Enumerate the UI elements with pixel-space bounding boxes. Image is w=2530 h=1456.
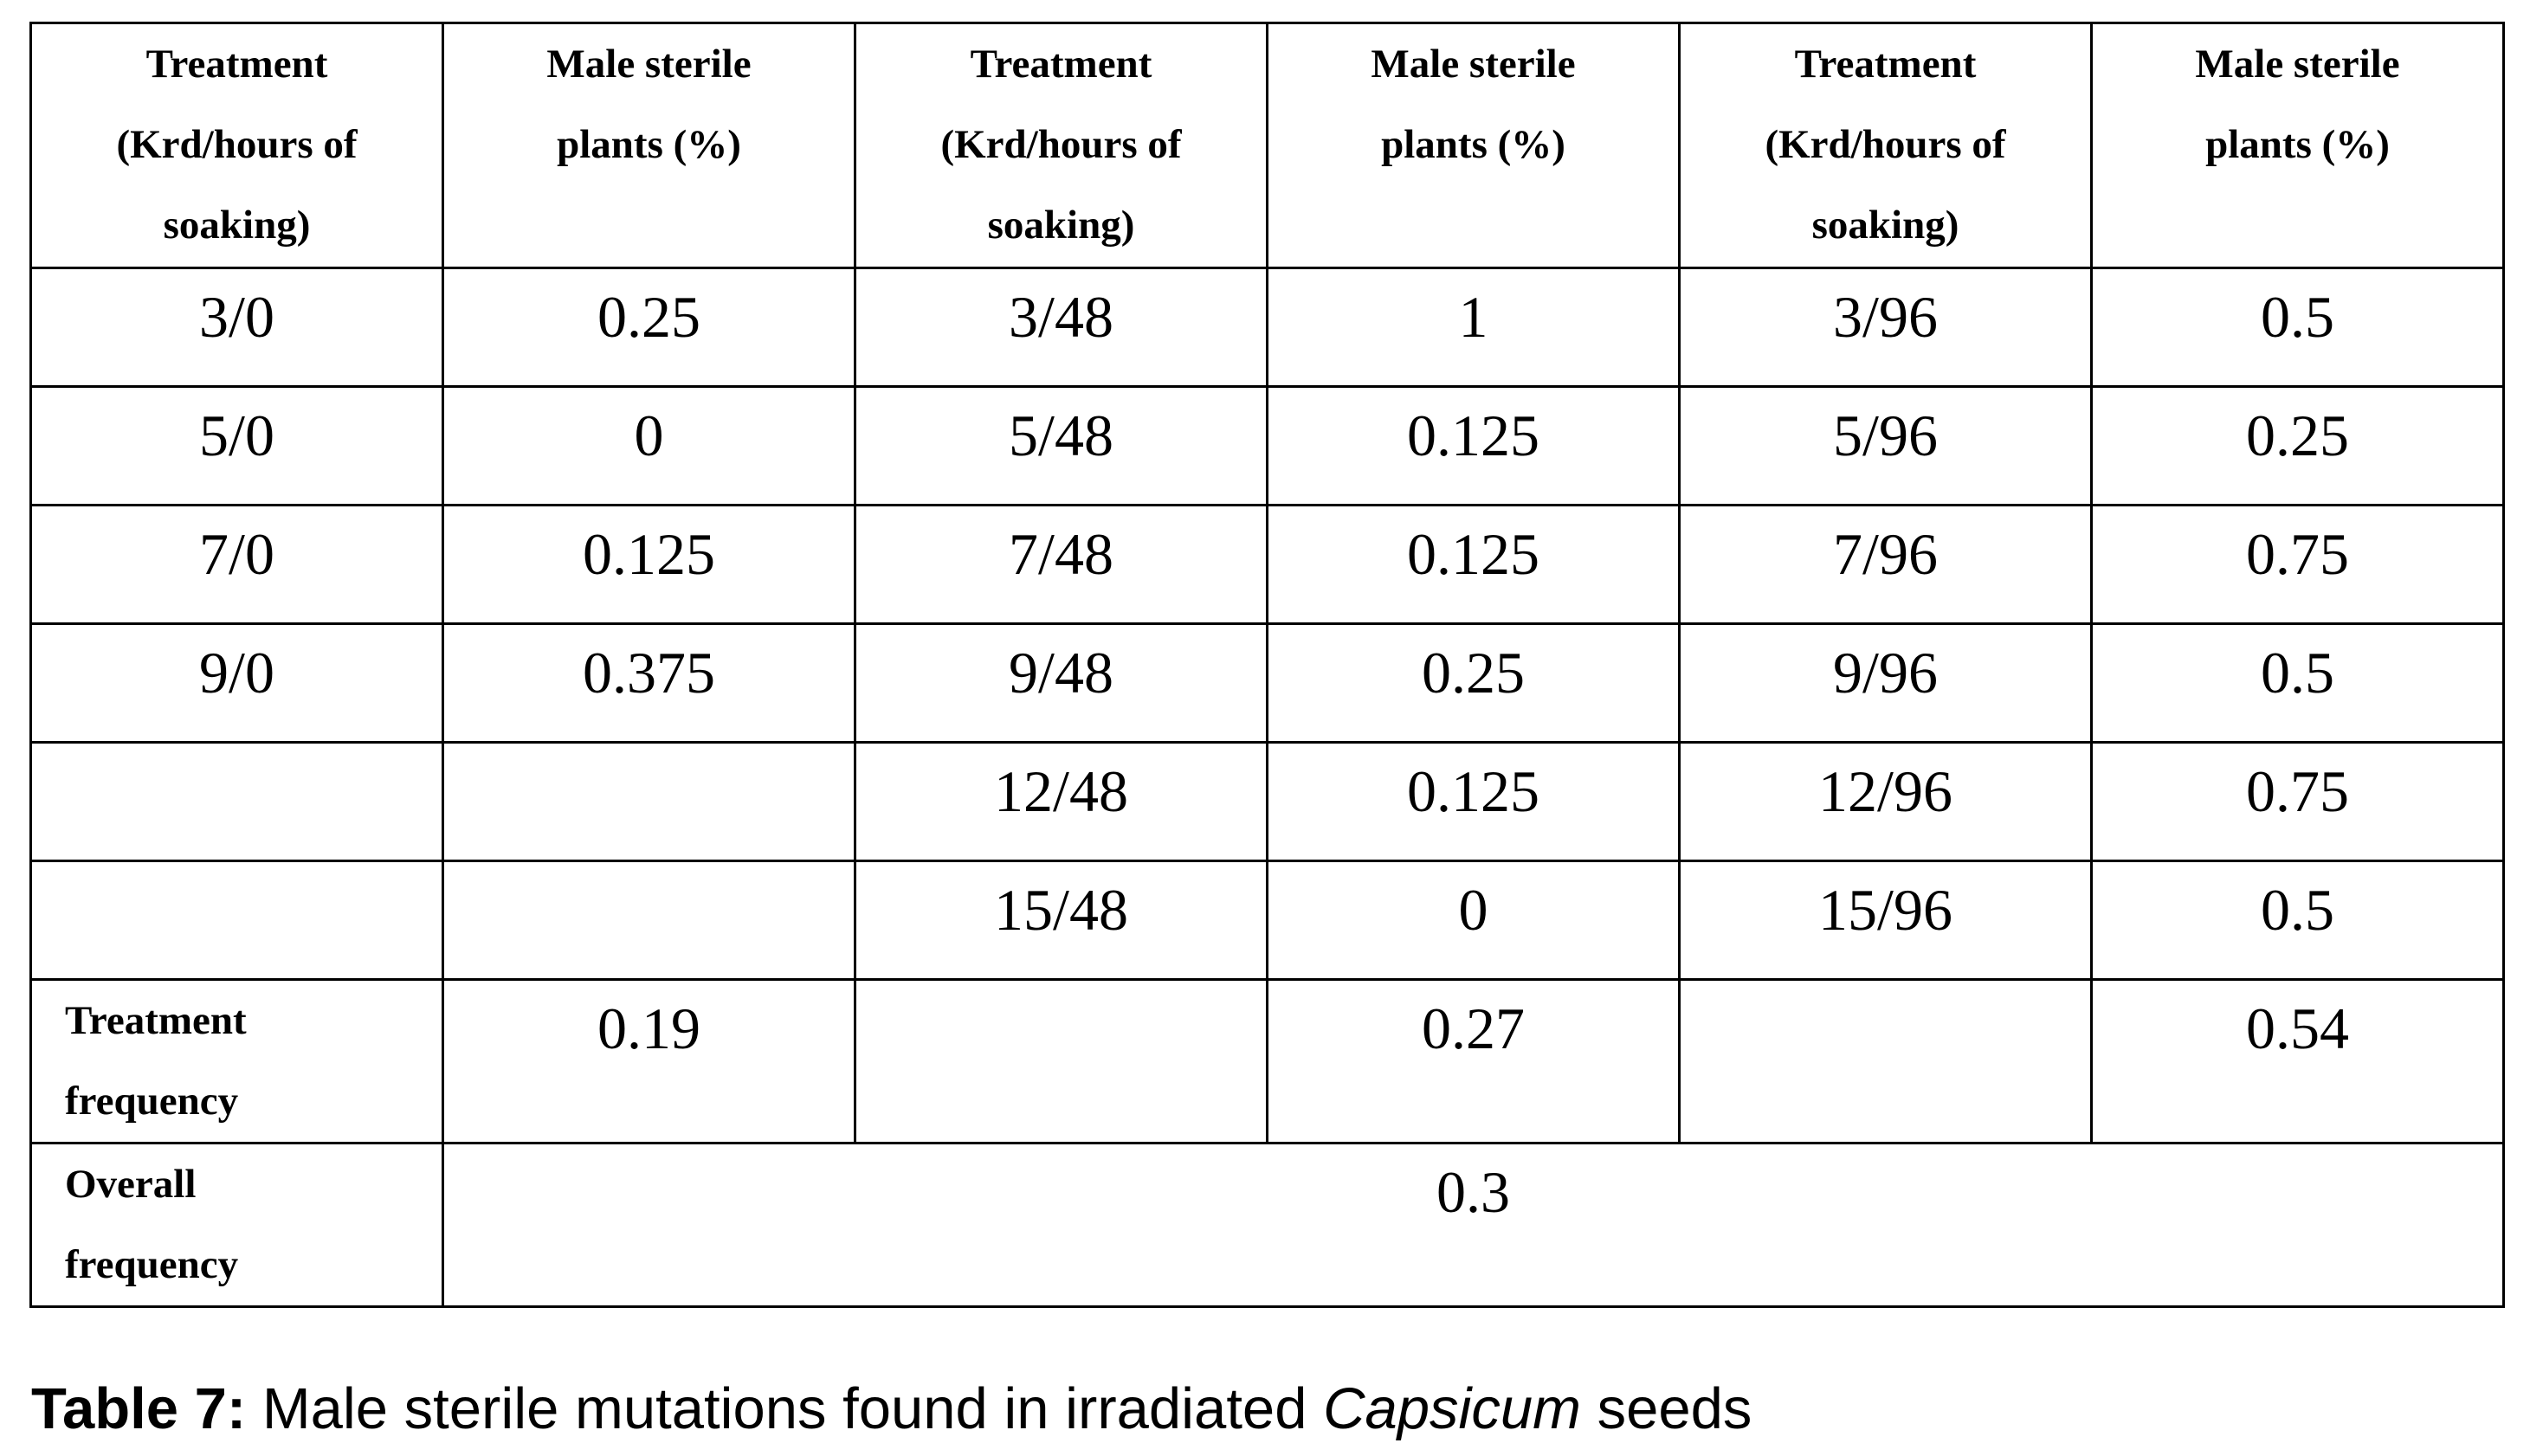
table-cell: 7/48 xyxy=(854,504,1268,625)
table-row: 9/0 0.375 9/48 0.25 9/96 0.5 xyxy=(29,622,2505,744)
table-cell: 1 xyxy=(1266,267,1681,388)
header-treatment-2: Treatment (Krd/hours of soaking) xyxy=(940,42,1182,248)
table-container: Treatment (Krd/hours of soaking) Male st… xyxy=(29,22,2505,1308)
header-cell: Male sterile plants (%) xyxy=(442,22,856,269)
table-cell: 12/48 xyxy=(854,741,1268,862)
header-cell: Male sterile plants (%) xyxy=(2090,22,2505,269)
treatment-frequency-label: Treatment frequency xyxy=(65,998,247,1124)
table-row: 3/0 0.25 3/48 1 3/96 0.5 xyxy=(29,267,2505,388)
table-cell: 0.5 xyxy=(2090,622,2505,744)
header-treatment-3: Treatment (Krd/hours of soaking) xyxy=(1765,42,2006,248)
table-cell: 3/48 xyxy=(854,267,1268,388)
table-cell: 0.125 xyxy=(1266,504,1681,625)
table-cell xyxy=(854,978,1268,1144)
table-cell xyxy=(1678,978,2093,1144)
table-cell: 0.25 xyxy=(1266,622,1681,744)
table-cell: Treatment frequency xyxy=(29,978,444,1144)
overall-frequency-value: 0.3 xyxy=(1436,1159,1510,1225)
table-cell xyxy=(442,860,856,981)
caption-label: Table 7: xyxy=(31,1376,247,1441)
table-cell xyxy=(442,741,856,862)
table-cell: 0.75 xyxy=(2090,741,2505,862)
header-sterile-1: Male sterile plants (%) xyxy=(546,42,752,167)
table-cell: 15/96 xyxy=(1678,860,2093,981)
table-cell xyxy=(29,741,444,862)
table-cell: 7/96 xyxy=(1678,504,2093,625)
table-cell: 9/48 xyxy=(854,622,1268,744)
table-cell: 3/0 xyxy=(29,267,444,388)
table-cell: 9/0 xyxy=(29,622,444,744)
header-cell: Treatment (Krd/hours of soaking) xyxy=(1678,22,2093,269)
header-cell: Treatment (Krd/hours of soaking) xyxy=(29,22,444,269)
table-row: 7/0 0.125 7/48 0.125 7/96 0.75 xyxy=(29,504,2505,625)
table-cell: 0.25 xyxy=(2090,385,2505,506)
table-cell: 0.3 xyxy=(442,1142,2505,1308)
table-cell: 0.125 xyxy=(442,504,856,625)
table-row: 12/48 0.125 12/96 0.75 xyxy=(29,741,2505,862)
table-caption: Table 7: Male sterile mutations found in… xyxy=(31,1375,1752,1444)
header-cell: Treatment (Krd/hours of soaking) xyxy=(854,22,1268,269)
table-cell: 5/0 xyxy=(29,385,444,506)
header-row: Treatment (Krd/hours of soaking) Male st… xyxy=(29,22,2505,269)
table-cell: 0 xyxy=(442,385,856,506)
header-sterile-3: Male sterile plants (%) xyxy=(2195,42,2400,167)
table-row: 15/48 0 15/96 0.5 xyxy=(29,860,2505,981)
caption-italic-text: Capsicum xyxy=(1323,1376,1581,1441)
table-cell: 5/96 xyxy=(1678,385,2093,506)
header-cell: Male sterile plants (%) xyxy=(1266,22,1681,269)
caption-text: Male sterile mutations found in irradiat… xyxy=(246,1376,1324,1441)
table-cell: 0.125 xyxy=(1266,385,1681,506)
treatment-frequency-value: 0.27 xyxy=(1422,995,1525,1061)
table-cell: 9/96 xyxy=(1678,622,2093,744)
table-cell: 0.27 xyxy=(1266,978,1681,1144)
table-row: 5/0 0 5/48 0.125 5/96 0.25 xyxy=(29,385,2505,506)
table-cell: 7/0 xyxy=(29,504,444,625)
table-cell: 0 xyxy=(1266,860,1681,981)
table-cell: Overall frequency xyxy=(29,1142,444,1308)
table-cell: 5/48 xyxy=(854,385,1268,506)
table-cell: 15/48 xyxy=(854,860,1268,981)
table-cell: 0.75 xyxy=(2090,504,2505,625)
table-cell: 3/96 xyxy=(1678,267,2093,388)
header-treatment-1: Treatment (Krd/hours of soaking) xyxy=(116,42,358,248)
table-cell: 0.54 xyxy=(2090,978,2505,1144)
overall-frequency-label: Overall frequency xyxy=(65,1162,239,1287)
table-cell: 0.375 xyxy=(442,622,856,744)
header-sterile-2: Male sterile plants (%) xyxy=(1371,42,1576,167)
treatment-frequency-row: Treatment frequency 0.19 0.27 0.54 xyxy=(29,978,2505,1144)
table-cell: 0.5 xyxy=(2090,267,2505,388)
treatment-frequency-value: 0.54 xyxy=(2246,995,2349,1061)
caption-text-end: seeds xyxy=(1580,1376,1752,1441)
table-cell: 12/96 xyxy=(1678,741,2093,862)
overall-frequency-row: Overall frequency 0.3 xyxy=(29,1142,2505,1308)
table-cell: 0.19 xyxy=(442,978,856,1144)
treatment-frequency-value: 0.19 xyxy=(597,995,700,1061)
table-cell: 0.125 xyxy=(1266,741,1681,862)
table-cell: 0.5 xyxy=(2090,860,2505,981)
table-cell xyxy=(29,860,444,981)
male-sterile-table: Treatment (Krd/hours of soaking) Male st… xyxy=(29,22,2505,1308)
table-cell: 0.25 xyxy=(442,267,856,388)
